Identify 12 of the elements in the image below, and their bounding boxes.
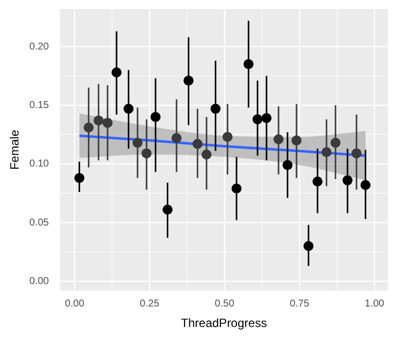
x-tick-label: 0.00 (64, 298, 85, 310)
y-tick-label: 0.20 (29, 41, 50, 52)
x-axis-title: ThreadProgress (180, 316, 267, 330)
x-tick-label: 1.00 (364, 298, 385, 310)
x-tick-label: 0.75 (290, 298, 310, 310)
y-axis-title: Female (8, 129, 22, 170)
x-tick-label: 0.25 (140, 298, 160, 310)
y-tick-label: 0.05 (29, 217, 50, 228)
x-tick-label: 0.50 (214, 298, 235, 310)
y-tick-label: 0.15 (29, 100, 50, 111)
y-tick-label: 0.10 (29, 158, 50, 170)
y-tick-label: 0.00 (29, 276, 50, 287)
